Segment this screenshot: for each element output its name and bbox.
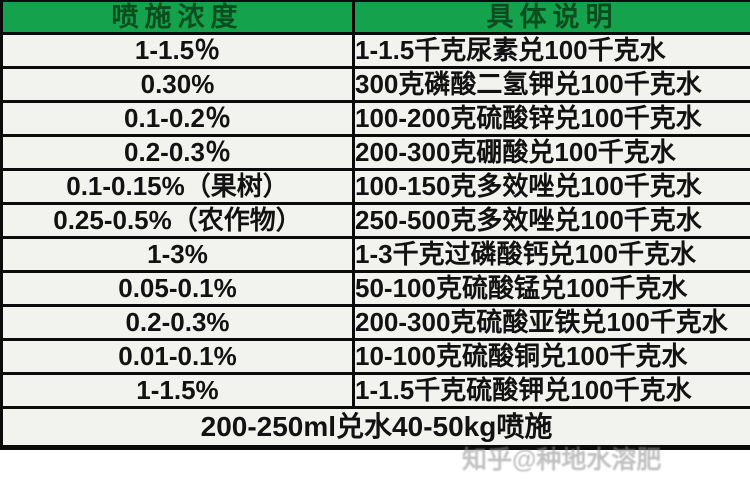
header-concentration: 喷施浓度 (0, 0, 355, 35)
footer-note: 200-250ml兑水40-50kg喷施 (0, 406, 750, 450)
table-row: 0.1-0.2％ 100-200克硫酸锌兑100千克水 (0, 100, 750, 137)
fertilizer-concentration-table: 喷施浓度 具体说明 1-1.5％ 1-1.5千克尿素兑100千克水 0.30% … (0, 0, 750, 450)
concentration-cell: 0.25-0.5%（农作物） (0, 202, 355, 239)
table-row: 1-3% 1-3千克过磷酸钙兑100千克水 (0, 236, 750, 273)
table-row: 0.05-0.1% 50-100克硫酸锰兑100千克水 (0, 270, 750, 307)
table-row: 0.25-0.5%（农作物） 250-500克多效唑兑100千克水 (0, 202, 750, 239)
table-row: 0.2-0.3% 200-300克硫酸亚铁兑100千克水 (0, 304, 750, 341)
concentration-cell: 1-1.5% (0, 372, 355, 409)
description-cell: 250-500克多效唑兑100千克水 (352, 202, 750, 239)
table-row: 0.1-0.15%（果树） 100-150克多效唑兑100千克水 (0, 168, 750, 205)
concentration-cell: 0.01-0.1% (0, 338, 355, 375)
table-row: 0.2-0.3％ 200-300克硼酸兑100千克水 (0, 134, 750, 171)
concentration-cell: 1-3% (0, 236, 355, 273)
description-cell: 1-3千克过磷酸钙兑100千克水 (352, 236, 750, 273)
description-cell: 200-300克硫酸亚铁兑100千克水 (352, 304, 750, 341)
description-cell: 1-1.5千克硫酸钾兑100千克水 (352, 372, 750, 409)
description-cell: 50-100克硫酸锰兑100千克水 (352, 270, 750, 307)
table-header-row: 喷施浓度 具体说明 (0, 0, 750, 35)
concentration-cell: 0.2-0.3％ (0, 134, 355, 171)
description-cell: 100-150克多效唑兑100千克水 (352, 168, 750, 205)
table-row: 0.01-0.1% 10-100克硫酸铜兑100千克水 (0, 338, 750, 375)
description-cell: 100-200克硫酸锌兑100千克水 (352, 100, 750, 137)
concentration-cell: 0.2-0.3% (0, 304, 355, 341)
description-cell: 200-300克硼酸兑100千克水 (352, 134, 750, 171)
description-cell: 10-100克硫酸铜兑100千克水 (352, 338, 750, 375)
concentration-cell: 0.05-0.1% (0, 270, 355, 307)
concentration-cell: 0.30% (0, 66, 355, 103)
table-row: 1-1.5% 1-1.5千克硫酸钾兑100千克水 (0, 372, 750, 409)
header-description: 具体说明 (352, 0, 750, 35)
concentration-cell: 0.1-0.2％ (0, 100, 355, 137)
description-cell: 1-1.5千克尿素兑100千克水 (352, 32, 750, 69)
description-cell: 300克磷酸二氢钾兑100千克水 (352, 66, 750, 103)
concentration-cell: 1-1.5％ (0, 32, 355, 69)
table-footer-row: 200-250ml兑水40-50kg喷施 (0, 406, 750, 450)
concentration-cell: 0.1-0.15%（果树） (0, 168, 355, 205)
table-row: 0.30% 300克磷酸二氢钾兑100千克水 (0, 66, 750, 103)
table-row: 1-1.5％ 1-1.5千克尿素兑100千克水 (0, 32, 750, 69)
